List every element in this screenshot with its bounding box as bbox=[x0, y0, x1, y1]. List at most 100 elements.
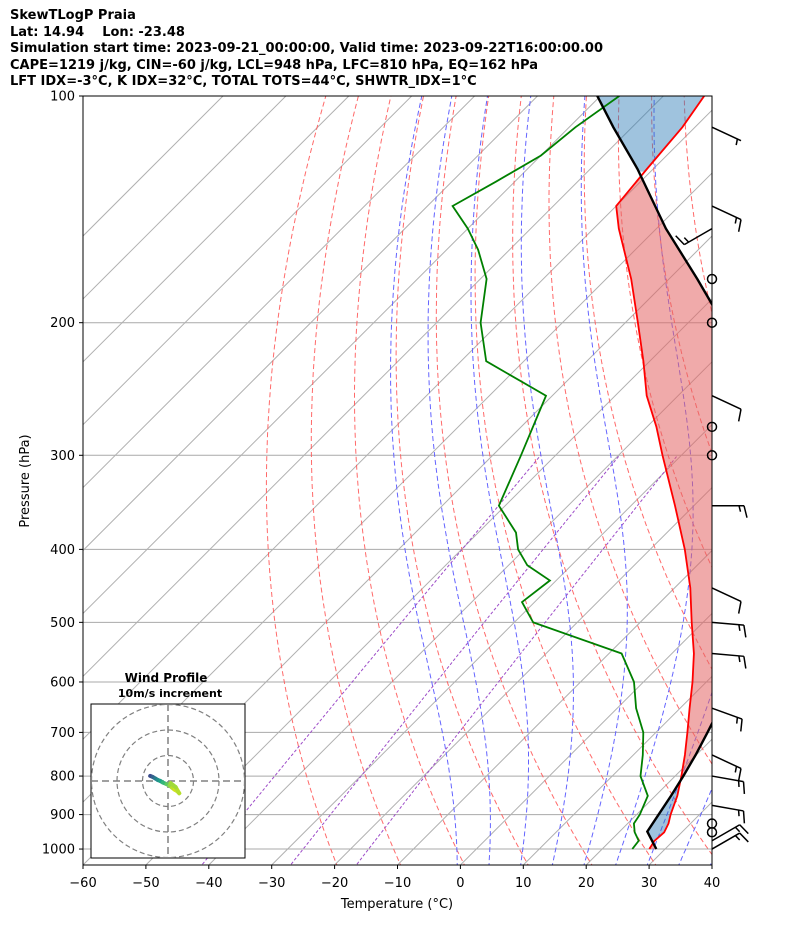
moist-adiabat bbox=[427, 96, 491, 865]
wind-barb bbox=[706, 273, 718, 285]
mixing-ratio-line bbox=[289, 454, 620, 865]
isotherm bbox=[83, 96, 601, 615]
dry-adiabat bbox=[474, 96, 657, 865]
dewpoint-profile bbox=[451, 96, 649, 850]
hodograph-title: Wind Profile bbox=[125, 671, 208, 685]
location-line: Lat: 14.94 Lon: -23.48 bbox=[10, 24, 185, 40]
wind-barbs bbox=[675, 126, 749, 850]
wind-barb bbox=[711, 804, 746, 824]
mixing-ratio-line bbox=[201, 454, 542, 865]
isotherm bbox=[83, 96, 287, 300]
wind-barb bbox=[711, 824, 749, 842]
temperature-profile bbox=[615, 96, 705, 850]
profile-layer bbox=[451, 96, 712, 850]
parcel-profile bbox=[596, 96, 712, 850]
x-tick-label: 0 bbox=[456, 876, 464, 891]
y-tick-label: 300 bbox=[50, 449, 75, 464]
hodograph-subtitle: 10m/s increment bbox=[118, 687, 222, 700]
y-tick-label: 1000 bbox=[42, 843, 75, 858]
wind-barb bbox=[712, 504, 748, 518]
hodograph-ring bbox=[91, 704, 245, 858]
wind-barb bbox=[706, 818, 718, 829]
y-axis-label: Pressure (hPa) bbox=[18, 434, 33, 527]
x-tick-label: −40 bbox=[195, 876, 222, 891]
moist-adiabat bbox=[678, 787, 712, 865]
dry-adiabat bbox=[395, 96, 529, 865]
hodograph-segment bbox=[168, 781, 178, 790]
wind-barb bbox=[706, 317, 718, 328]
dry-adiabat bbox=[512, 96, 712, 856]
isotherm bbox=[83, 109, 712, 740]
x-tick-label: −60 bbox=[69, 876, 96, 891]
isotherm bbox=[83, 96, 413, 426]
isotherm bbox=[145, 298, 712, 865]
isotherm bbox=[83, 96, 538, 552]
x-tick-label: −10 bbox=[384, 876, 411, 891]
isotherm bbox=[271, 423, 712, 865]
x-tick-label: −30 bbox=[258, 876, 285, 891]
grid-layer bbox=[83, 79, 794, 868]
wind-barb bbox=[711, 126, 742, 146]
wind-barb bbox=[711, 775, 746, 795]
isotherm bbox=[208, 361, 712, 865]
isotherm bbox=[83, 96, 350, 363]
dry-adiabat bbox=[310, 96, 402, 865]
indices-line: LFT IDX=-3°C, K IDX=32°C, TOTAL TOTS=44°… bbox=[10, 74, 477, 89]
wind-barb bbox=[711, 754, 742, 781]
moist-adiabat bbox=[709, 860, 712, 865]
wind-barb bbox=[711, 587, 742, 614]
x-tick-label: −20 bbox=[321, 876, 348, 891]
title-block: SkewTLogP Praia Lat: 14.94 Lon: -23.48 S… bbox=[10, 8, 603, 91]
isotherm bbox=[334, 486, 712, 865]
dry-adiabat bbox=[748, 79, 794, 868]
moist-adiabat bbox=[740, 79, 794, 868]
moist-adiabat bbox=[580, 96, 628, 865]
cape-area bbox=[616, 176, 712, 781]
dry-adiabat bbox=[583, 96, 712, 671]
dry-adiabat bbox=[435, 96, 593, 865]
x-tick-label: 20 bbox=[578, 876, 595, 891]
axes-layer: −60 −50 −40 −30 −20 −10 0 10 20 30 40 1000 900 800 700… bbox=[42, 90, 720, 892]
y-tick-label: 600 bbox=[50, 675, 75, 690]
cin-area bbox=[597, 96, 705, 172]
moist-adiabat bbox=[520, 96, 574, 865]
wind-barb bbox=[711, 832, 749, 850]
wind-barb bbox=[711, 621, 747, 638]
y-tick-label: 800 bbox=[50, 770, 75, 785]
mixing-ratio-line bbox=[355, 454, 678, 865]
x-tick-label: −50 bbox=[132, 876, 159, 891]
x-tick-label: 40 bbox=[704, 876, 721, 891]
isotherm bbox=[522, 675, 712, 865]
moist-adiabat bbox=[470, 96, 529, 865]
y-tick-label: 400 bbox=[50, 543, 75, 558]
dry-adiabat bbox=[354, 96, 465, 865]
wind-barb bbox=[706, 450, 718, 461]
isotherm bbox=[83, 96, 475, 489]
shading-layer bbox=[597, 96, 712, 849]
moist-adiabat bbox=[646, 690, 712, 865]
time-line: Simulation start time: 2023-09-21_00:00:… bbox=[10, 41, 603, 56]
isotherm bbox=[83, 96, 224, 237]
x-tick-label: 30 bbox=[641, 876, 658, 891]
y-tick-label: 500 bbox=[50, 616, 75, 631]
moist-adiabat bbox=[390, 96, 458, 865]
hodograph: Wind Profile 10m/s increment bbox=[90, 671, 246, 859]
dry-adiabat bbox=[265, 96, 338, 865]
wind-barb bbox=[706, 421, 718, 433]
params-line: CAPE=1219 j/kg, CIN=-60 j/kg, LCL=948 hP… bbox=[10, 57, 538, 73]
dry-adiabat bbox=[780, 79, 794, 868]
y-tick-label: 700 bbox=[50, 726, 75, 741]
isotherm bbox=[460, 612, 712, 865]
y-tick-label: 900 bbox=[50, 808, 75, 823]
hodograph-grid bbox=[91, 704, 245, 858]
y-tick-label: 200 bbox=[50, 316, 75, 331]
wind-barb bbox=[711, 205, 742, 232]
dry-adiabat bbox=[716, 79, 794, 868]
x-axis-label: Temperature (°C) bbox=[340, 897, 453, 912]
wind-barb bbox=[711, 394, 742, 422]
chart-title: SkewTLogP Praia bbox=[10, 8, 136, 23]
wind-barb bbox=[675, 227, 713, 246]
isotherm bbox=[397, 549, 712, 865]
x-tick-label: 10 bbox=[515, 876, 532, 891]
y-tick-label: 100 bbox=[50, 90, 75, 105]
